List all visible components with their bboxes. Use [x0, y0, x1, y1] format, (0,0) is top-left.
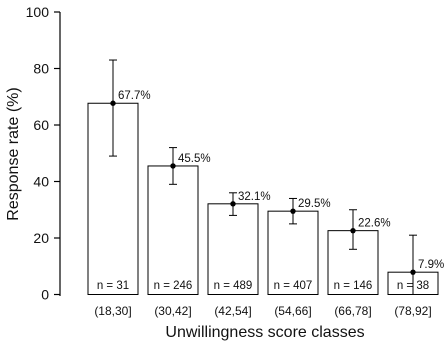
value-label-4: 22.6%	[358, 218, 391, 230]
y-tick-label-100: 100	[26, 4, 50, 20]
x-axis: (18,30] (30,42] (42,54] (54,66] (66,78] (78,9…	[94, 304, 431, 341]
value-label-2: 32.1%	[238, 191, 271, 203]
bars-layer	[87, 59, 439, 296]
value-label-5: 7.9%	[418, 259, 444, 271]
y-tick-label-0: 0	[41, 287, 49, 303]
x-tick-label-2: (42,54]	[214, 304, 251, 318]
y-tick-label-80: 80	[33, 61, 49, 77]
x-tick-label-4: (66,78]	[334, 304, 371, 318]
n-label-3: n = 407	[274, 280, 313, 292]
y-tick-label-40: 40	[33, 174, 49, 190]
y-axis: 0 20 40 60 80 100 Response rate (%)	[5, 4, 61, 303]
x-tick-label-3: (54,66]	[274, 304, 311, 318]
bar-1	[147, 165, 199, 295]
labels-layer: 67.7% n = 31 45.5% n = 246 32.1% n = 489 29.5%…	[97, 90, 444, 292]
x-tick-label-5: (78,92]	[394, 304, 431, 318]
bar-marker-4	[350, 227, 356, 234]
y-axis-title: Response rate (%)	[5, 87, 22, 220]
n-label-0: n = 31	[97, 280, 129, 292]
x-tick-label-0: (18,30]	[94, 304, 131, 318]
x-tick-label-1: (30,42]	[154, 304, 191, 318]
n-label-1: n = 246	[154, 280, 193, 292]
n-label-4: n = 146	[334, 280, 373, 292]
bar-marker-1	[170, 163, 176, 169]
y-tick-label-60: 60	[33, 117, 49, 133]
n-label-5: n = 38	[397, 280, 429, 292]
value-label-0: 67.7%	[118, 90, 151, 102]
value-label-1: 45.5%	[178, 153, 211, 165]
bar-marker-5	[410, 269, 416, 275]
bar-marker-0	[110, 100, 116, 106]
x-axis-title: Unwillingness score classes	[165, 324, 364, 341]
x-ticks: (18,30] (30,42] (42,54] (54,66] (66,78] (78,9…	[94, 304, 431, 318]
value-label-3: 29.5%	[298, 198, 331, 210]
y-tick-label-20: 20	[33, 230, 49, 246]
bar-marker-2	[230, 201, 236, 207]
bar-marker-3	[290, 208, 296, 214]
n-label-2: n = 489	[214, 280, 253, 292]
y-ticks: 0 20 40 60 80 100	[26, 4, 60, 303]
